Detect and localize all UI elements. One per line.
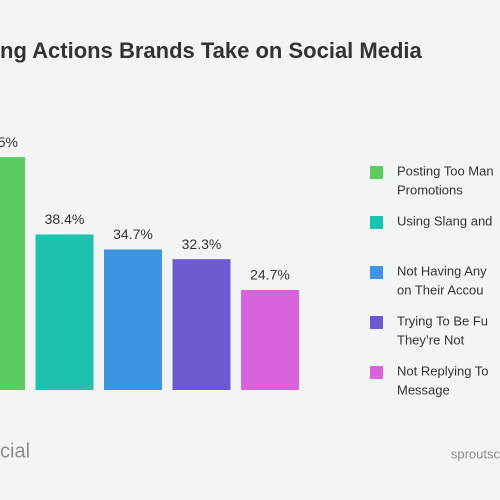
watermark-left: cial <box>0 440 30 462</box>
chart-title: ng Actions Brands Take on Social Media <box>0 38 423 63</box>
legend-label: on Their Accou <box>397 282 483 297</box>
watermark-right: sproutsc <box>451 446 500 461</box>
value-label: 38.4% <box>45 211 85 227</box>
legend-swatch <box>370 166 383 179</box>
legend-swatch <box>370 266 383 279</box>
legend-label: Posting Too Man <box>397 163 494 178</box>
value-label: 24.7% <box>250 267 290 283</box>
value-label: 32.3% <box>182 236 222 252</box>
legend-label: Using Slang and <box>397 213 492 228</box>
legend-label: Promotions <box>397 182 463 197</box>
bar <box>104 249 162 390</box>
legend-swatch <box>370 366 383 379</box>
bar <box>35 234 94 390</box>
value-label: 5% <box>0 134 18 150</box>
legend-label: Not Having Any <box>397 263 487 278</box>
bar <box>241 289 299 390</box>
legend-swatch <box>370 216 383 229</box>
legend-label: Not Replying To <box>397 363 489 378</box>
legend-swatch <box>370 316 383 329</box>
value-label: 34.7% <box>113 226 153 242</box>
bar <box>172 259 231 390</box>
bar <box>0 157 25 390</box>
legend-label: They’re Not <box>397 332 465 347</box>
legend-label: Trying To Be Fu <box>397 313 488 328</box>
legend-label: Message <box>397 382 450 397</box>
